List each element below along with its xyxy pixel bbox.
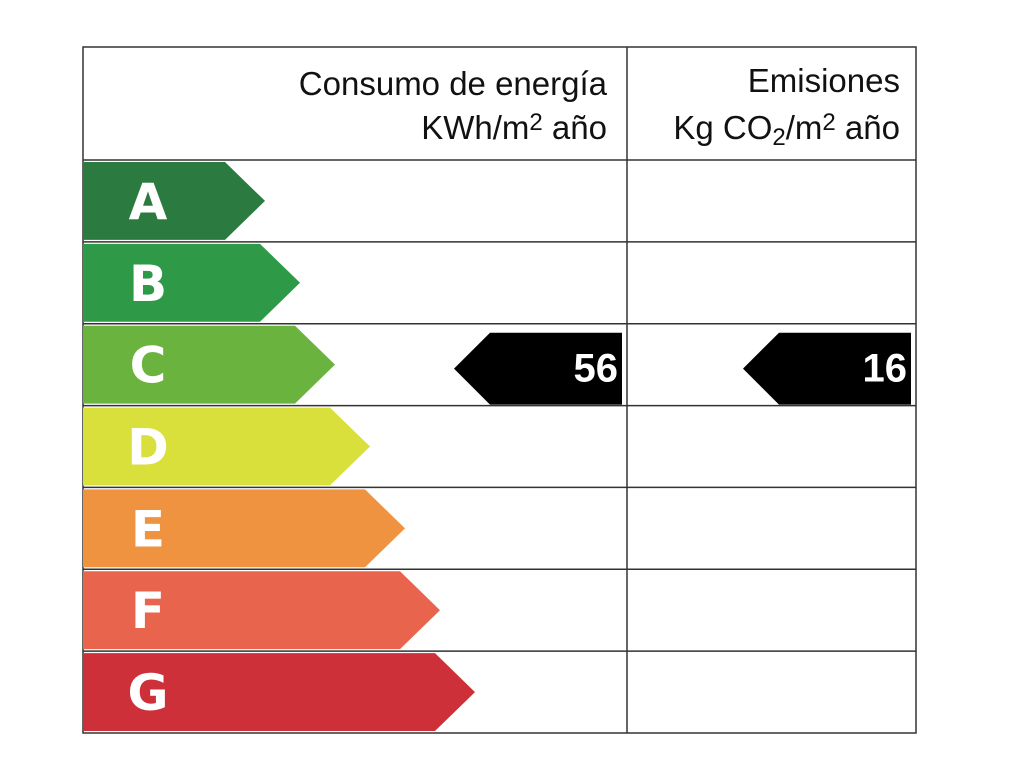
energy-title: Consumo de energía bbox=[299, 65, 608, 102]
class-letter: D bbox=[127, 419, 169, 477]
class-arrow bbox=[83, 162, 265, 240]
class-arrow bbox=[83, 243, 300, 322]
class-arrow bbox=[83, 489, 405, 568]
emissions-title: Emisiones bbox=[748, 62, 900, 99]
unit-part: KWh/m bbox=[421, 109, 529, 146]
unit-part: 2 bbox=[772, 124, 785, 151]
class-arrow bbox=[83, 325, 335, 404]
rating-marker bbox=[743, 332, 911, 405]
class-letter: A bbox=[129, 173, 168, 231]
rating-value: 56 bbox=[574, 347, 619, 391]
unit-part: 2 bbox=[529, 109, 542, 136]
class-letter: B bbox=[129, 255, 167, 313]
rating-marker bbox=[454, 332, 622, 405]
emissions-unit: Kg CO2/m2 año bbox=[673, 109, 900, 151]
rating-value: 16 bbox=[863, 347, 908, 391]
class-arrow bbox=[83, 653, 475, 731]
unit-part: 2 bbox=[822, 109, 835, 136]
class-arrow bbox=[83, 407, 370, 486]
class-letter: F bbox=[131, 582, 165, 640]
energy-unit: KWh/m2 año bbox=[421, 109, 607, 146]
class-letter: C bbox=[130, 337, 167, 395]
class-letter: G bbox=[127, 664, 168, 722]
unit-part: /m bbox=[786, 109, 823, 146]
unit-part: año bbox=[543, 109, 607, 146]
class-letter: E bbox=[131, 500, 165, 558]
unit-part: año bbox=[836, 109, 900, 146]
class-arrow bbox=[83, 571, 440, 650]
unit-part: Kg CO bbox=[673, 109, 772, 146]
